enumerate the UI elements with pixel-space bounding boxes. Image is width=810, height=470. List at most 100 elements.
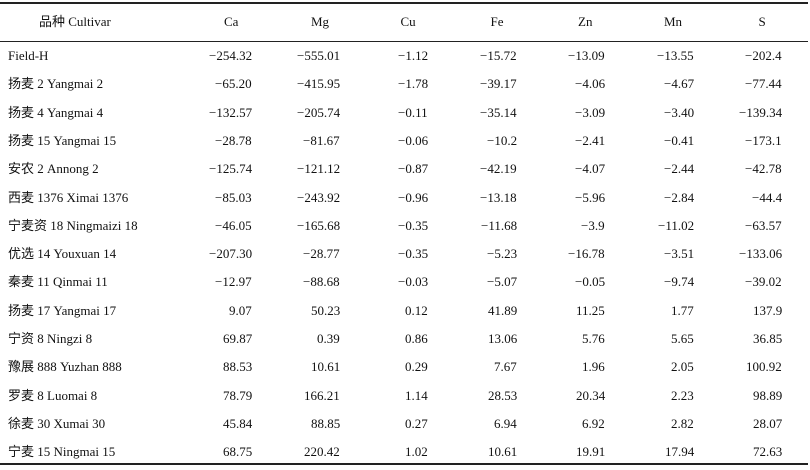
cell-value: −4.07 bbox=[575, 161, 606, 177]
cell-value: −11.68 bbox=[481, 217, 518, 233]
cell-value: −39.17 bbox=[480, 76, 517, 92]
cell-value: −202.4 bbox=[745, 48, 782, 63]
cell-value: 13.06 bbox=[488, 331, 518, 346]
cell-value: −65.20 bbox=[215, 76, 252, 92]
cell-value: 2.23 bbox=[671, 387, 694, 403]
cell-value: 6.94 bbox=[494, 415, 517, 431]
cell-value: 0.12 bbox=[405, 302, 428, 318]
cell-value: 1.14 bbox=[405, 387, 428, 403]
cell-value: 5.65 bbox=[671, 331, 694, 346]
cell-value: 68.75 bbox=[223, 444, 253, 460]
cell-value: −77.44 bbox=[745, 76, 782, 92]
cell-value: −15.72 bbox=[480, 48, 517, 63]
cultivar-name: 豫展 888 Yuzhan 888 bbox=[8, 359, 122, 375]
cell-value: 88.53 bbox=[223, 359, 253, 375]
cell-value: −85.03 bbox=[215, 189, 252, 205]
cell-value: 11.25 bbox=[576, 302, 605, 318]
cell-value: 10.61 bbox=[488, 444, 518, 460]
cell-value: −28.77 bbox=[303, 246, 340, 262]
cell-value: −1.78 bbox=[398, 76, 429, 92]
cell-value: 220.42 bbox=[304, 444, 340, 460]
cell-value: 9.07 bbox=[229, 302, 252, 318]
column-header: Cu bbox=[400, 14, 416, 29]
cell-value: −46.05 bbox=[215, 217, 252, 233]
cell-value: 6.92 bbox=[582, 415, 605, 431]
cultivar-name: 罗麦 8 Luomai 8 bbox=[8, 387, 98, 403]
cell-value: 0.29 bbox=[405, 359, 428, 375]
cell-value: −10.2 bbox=[487, 132, 518, 148]
column-header: Zn bbox=[578, 14, 593, 29]
cell-value: 41.89 bbox=[488, 302, 518, 318]
cell-value: 45.84 bbox=[223, 415, 253, 431]
cell-value: 72.63 bbox=[753, 444, 783, 460]
cell-value: −415.95 bbox=[297, 76, 341, 92]
column-header: Ca bbox=[224, 14, 239, 29]
cell-value: −4.06 bbox=[575, 76, 606, 92]
column-header: 品种 Cultivar bbox=[39, 14, 111, 29]
cell-value: 20.34 bbox=[576, 387, 606, 403]
cell-value: 78.79 bbox=[223, 387, 253, 403]
cultivar-name: 宁麦 15 Ningmai 15 bbox=[8, 444, 116, 460]
cell-value: 0.39 bbox=[317, 331, 340, 346]
cell-value: −0.03 bbox=[398, 274, 429, 290]
cell-value: −0.35 bbox=[398, 246, 429, 262]
cell-value: −4.67 bbox=[664, 76, 695, 92]
cell-value: −5.07 bbox=[487, 274, 518, 290]
cell-value: −3.51 bbox=[664, 246, 695, 262]
cell-value: 137.9 bbox=[753, 302, 783, 318]
cell-value: −44.4 bbox=[752, 189, 783, 205]
cultivar-name: 徐麦 30 Xumai 30 bbox=[8, 415, 106, 431]
cell-value: −133.06 bbox=[739, 246, 783, 262]
cell-value: −39.02 bbox=[745, 274, 782, 290]
cultivar-name: 扬麦 4 Yangmai 4 bbox=[8, 104, 104, 120]
cell-value: −16.78 bbox=[568, 246, 605, 262]
column-header: Fe bbox=[490, 14, 504, 29]
cell-value: −1.12 bbox=[398, 48, 429, 63]
column-header: S bbox=[758, 14, 766, 29]
cultivar-name: 扬麦 17 Yangmai 17 bbox=[8, 302, 117, 318]
cell-value: 5.76 bbox=[582, 331, 605, 346]
cell-value: −0.11 bbox=[398, 104, 428, 120]
cell-value: −173.1 bbox=[745, 132, 782, 148]
cell-value: −205.74 bbox=[297, 104, 341, 120]
cultivar-name: Field-H bbox=[8, 48, 49, 63]
cell-value: 0.27 bbox=[405, 415, 428, 431]
cell-value: −0.35 bbox=[398, 217, 429, 233]
cultivar-name: 安农 2 Annong 2 bbox=[8, 161, 99, 177]
cell-value: −207.30 bbox=[209, 246, 253, 262]
cell-value: −3.40 bbox=[664, 104, 695, 120]
cell-value: −132.57 bbox=[209, 104, 253, 120]
cell-value: −13.18 bbox=[480, 189, 517, 205]
cell-value: −121.12 bbox=[297, 161, 341, 177]
cultivar-name: 扬麦 2 Yangmai 2 bbox=[8, 76, 104, 92]
cell-value: −0.41 bbox=[664, 132, 695, 148]
cell-value: 1.77 bbox=[671, 302, 694, 318]
cell-value: −3.9 bbox=[581, 217, 605, 233]
cultivar-name: 西麦 1376 Ximai 1376 bbox=[8, 189, 129, 205]
header-rule bbox=[0, 41, 808, 42]
cultivar-name: 宁麦资 18 Ningmaizi 18 bbox=[8, 217, 138, 233]
cultivar-name: 宁资 8 Ningzi 8 bbox=[8, 331, 93, 346]
cell-value: −12.97 bbox=[215, 274, 252, 290]
cell-value: 1.02 bbox=[405, 444, 428, 460]
cell-value: 19.91 bbox=[576, 444, 606, 460]
bottom-rule bbox=[0, 463, 808, 465]
cell-value: 10.61 bbox=[311, 359, 341, 375]
cell-value: 100.92 bbox=[746, 359, 782, 375]
cell-value: −0.87 bbox=[398, 161, 429, 177]
cell-value: −0.96 bbox=[398, 189, 429, 205]
cell-value: −5.23 bbox=[487, 246, 518, 262]
cell-value: −0.06 bbox=[398, 132, 429, 148]
cell-value: −35.14 bbox=[480, 104, 517, 120]
cultivar-name: 秦麦 11 Qinmai 11 bbox=[8, 274, 108, 290]
cell-value: −28.78 bbox=[215, 132, 252, 148]
cell-value: −13.55 bbox=[657, 48, 694, 63]
cultivar-name: 优选 14 Youxuan 14 bbox=[8, 246, 117, 262]
cell-value: 36.85 bbox=[753, 331, 783, 346]
cell-value: 0.86 bbox=[405, 331, 428, 346]
cell-value: 69.87 bbox=[223, 331, 253, 346]
cell-value: −42.19 bbox=[480, 161, 517, 177]
cell-value: −139.34 bbox=[739, 104, 783, 120]
cell-value: 28.07 bbox=[753, 415, 783, 431]
